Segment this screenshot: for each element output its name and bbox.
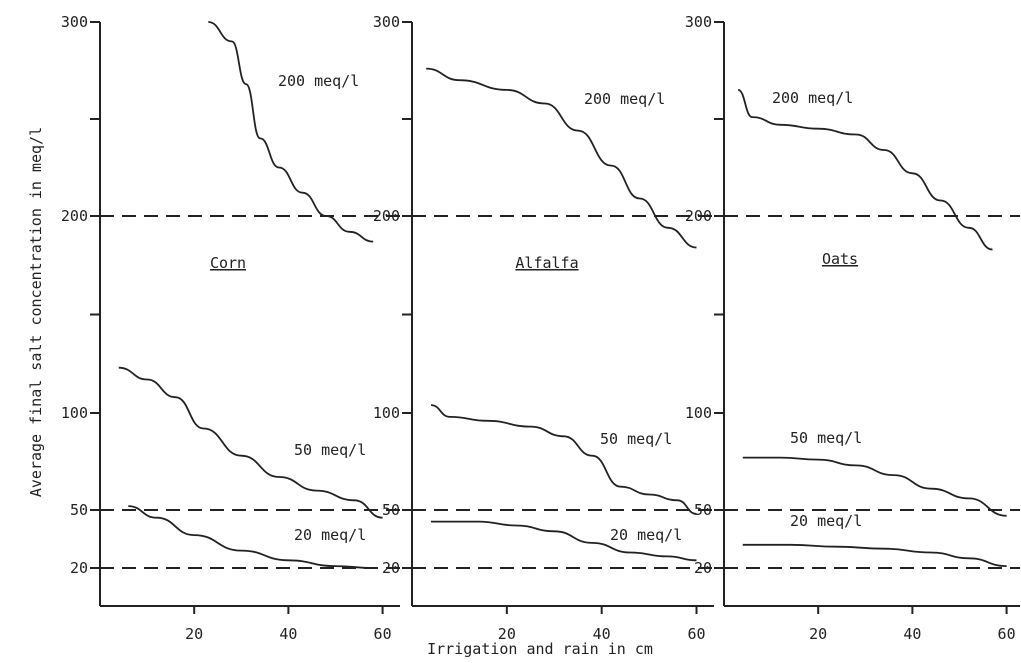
- x-axis-title: Irrigation and rain in cm: [427, 640, 653, 658]
- y-tick-label: 20: [382, 559, 400, 577]
- series-line-200-meq: [737, 89, 993, 251]
- series-line-20-meq: [128, 505, 374, 569]
- y-tick-label: 50: [70, 501, 88, 519]
- x-tick-label: 60: [687, 625, 705, 643]
- y-tick-label: 300: [61, 13, 88, 31]
- y-tick-label: 20: [694, 559, 712, 577]
- x-tick-label: 40: [903, 625, 921, 643]
- series-label: 50 meq/l: [600, 430, 672, 448]
- y-axis-title: Average final salt concentration in meq/…: [27, 127, 45, 497]
- x-tick-label: 20: [498, 625, 516, 643]
- series-line-50-meq: [430, 404, 697, 515]
- x-tick-label: 20: [809, 625, 827, 643]
- y-tick-label: 100: [685, 404, 712, 422]
- y-tick-label: 200: [61, 207, 88, 225]
- x-tick-label: 40: [593, 625, 611, 643]
- series-line-50-meq: [118, 366, 383, 519]
- series-line-50-meq: [742, 456, 1007, 517]
- series-line-20-meq: [431, 520, 697, 562]
- series-line-200-meq: [208, 21, 374, 243]
- x-tick-label: 20: [185, 625, 203, 643]
- y-tick-label: 100: [61, 404, 88, 422]
- series-label: 50 meq/l: [294, 441, 366, 459]
- y-tick-label: 300: [373, 13, 400, 31]
- panel-title: Corn: [210, 254, 246, 272]
- x-tick-label: 60: [374, 625, 392, 643]
- series-label: 20 meq/l: [790, 512, 862, 530]
- panel-corn: 20 50 100 200 300 20 40 60 Corn 200 meq/l 50 meq/l…: [61, 13, 400, 643]
- panel-oats: 20 50 100 200 300 20 40 60 Oats 200 meq/l 50 meq/l…: [685, 13, 1020, 643]
- series-label: 20 meq/l: [610, 526, 682, 544]
- series-label: 200 meq/l: [584, 90, 665, 108]
- series-line-200-meq: [426, 67, 697, 249]
- series-label: 20 meq/l: [294, 526, 366, 544]
- y-tick-label: 300: [685, 13, 712, 31]
- series-label: 200 meq/l: [278, 72, 359, 90]
- x-tick-label: 40: [279, 625, 297, 643]
- y-tick-label: 100: [373, 404, 400, 422]
- panel-title: Oats: [822, 250, 858, 268]
- y-tick-label: 20: [70, 559, 88, 577]
- panel-title: Alfalfa: [515, 254, 578, 272]
- series-label: 200 meq/l: [772, 89, 853, 107]
- series-label: 50 meq/l: [790, 429, 862, 447]
- series-line-20-meq: [742, 543, 1007, 567]
- x-tick-label: 60: [998, 625, 1016, 643]
- y-tick-label: 50: [382, 501, 400, 519]
- y-tick-label: 200: [685, 207, 712, 225]
- panel-alfalfa: 20 50 100 200 300 20 40 60 Alfalfa 200 meq/l 50 me…: [373, 13, 714, 643]
- y-tick-label: 50: [694, 501, 712, 519]
- panels-layer: 20 50 100 200 300 20 40 60 Corn 200 meq/l 50 meq/l…: [61, 13, 1020, 643]
- y-tick-label: 200: [373, 207, 400, 225]
